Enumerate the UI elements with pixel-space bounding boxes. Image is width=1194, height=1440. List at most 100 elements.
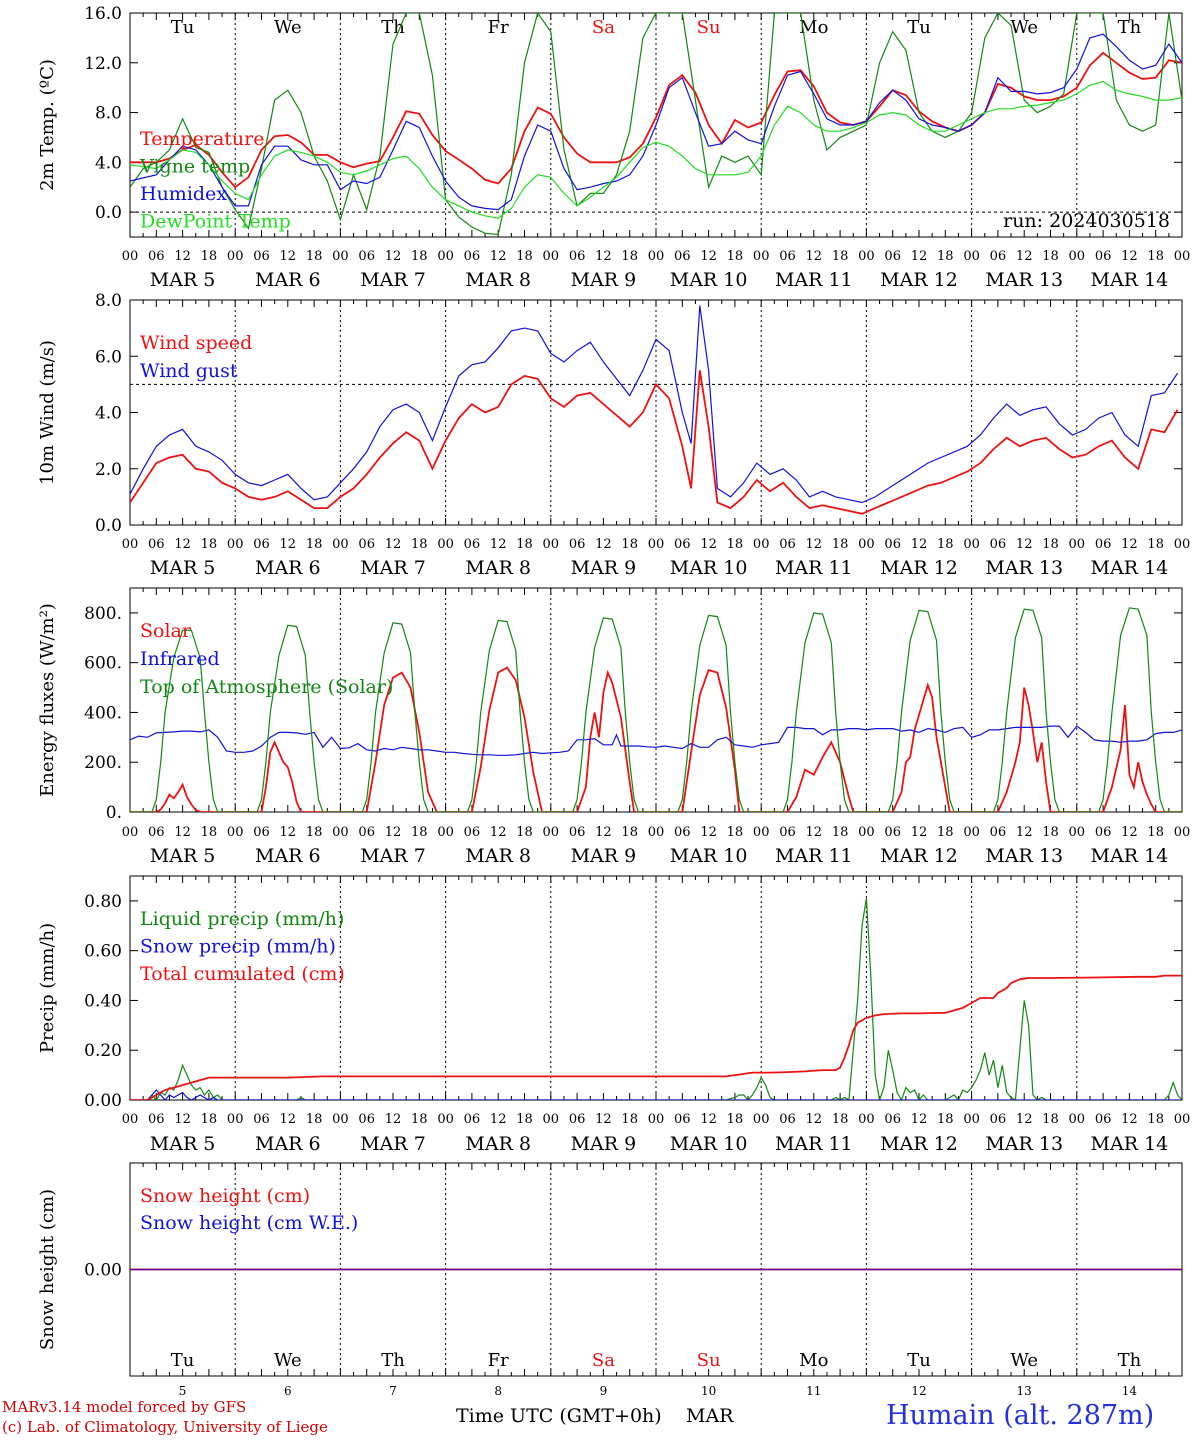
x-hour-label: 00 xyxy=(1069,825,1086,840)
x-hour-label: 00 xyxy=(753,825,770,840)
y-tick-label: 400. xyxy=(84,703,122,723)
x-hour-label: 00 xyxy=(753,1112,770,1127)
x-hour-label: 18 xyxy=(306,537,323,552)
x-hour-label: 06 xyxy=(990,825,1007,840)
x-hour-label: 12 xyxy=(490,1112,507,1127)
x-date-label: MAR 10 xyxy=(670,1133,748,1155)
series-line-solar xyxy=(130,666,1182,812)
x-hour-label: 12 xyxy=(911,825,928,840)
x-hour-label: 00 xyxy=(963,537,980,552)
x-date-label: MAR 7 xyxy=(360,557,426,579)
day-of-week-label: Su xyxy=(697,1350,721,1371)
x-date-label: MAR 14 xyxy=(1091,269,1169,291)
x-hour-label: 00 xyxy=(963,1112,980,1127)
series-line-wind-gust xyxy=(130,305,1179,504)
x-hour-label: 18 xyxy=(201,825,218,840)
x-hour-label: 12 xyxy=(1016,825,1033,840)
x-hour-label: 00 xyxy=(332,1112,349,1127)
x-hour-label: 18 xyxy=(727,1112,744,1127)
x-date-label: MAR 13 xyxy=(985,1133,1063,1155)
x-date-label: MAR 11 xyxy=(775,557,853,579)
x-hour-label: 18 xyxy=(937,825,954,840)
x-hour-label: 12 xyxy=(911,249,928,264)
x-hour-label: 12 xyxy=(490,249,507,264)
y-tick-label: 4.0 xyxy=(95,153,122,173)
x-date-label: MAR 8 xyxy=(465,557,531,579)
x-hour-label: 06 xyxy=(884,537,901,552)
day-number-label: 10 xyxy=(701,1384,716,1398)
day-of-week-label: Su xyxy=(697,17,721,38)
x-hour-label: 00 xyxy=(122,249,139,264)
y-tick-label: 6.0 xyxy=(95,347,122,367)
x-date-label: MAR 5 xyxy=(150,269,216,291)
x-date-label: MAR 7 xyxy=(360,845,426,867)
x-hour-label: 06 xyxy=(1095,1112,1112,1127)
x-hour-label: 00 xyxy=(543,825,560,840)
x-hour-label: 12 xyxy=(490,825,507,840)
day-number-label: 14 xyxy=(1122,1384,1138,1398)
series-line-dewpoint-temp xyxy=(130,80,1182,219)
x-hour-label: 06 xyxy=(148,1112,165,1127)
x-date-label: MAR 5 xyxy=(150,845,216,867)
x-hour-label: 18 xyxy=(832,825,849,840)
x-date-label: MAR 9 xyxy=(571,557,637,579)
x-hour-label: 18 xyxy=(727,825,744,840)
y-tick-label: 0.20 xyxy=(84,1041,122,1061)
x-hour-label: 06 xyxy=(253,249,270,264)
x-hour-label: 06 xyxy=(464,1112,481,1127)
series-line-liquid-precip-mm-h- xyxy=(130,898,1182,1100)
x-hour-label: 06 xyxy=(990,1112,1007,1127)
x-hour-label: 12 xyxy=(280,825,297,840)
x-date-label: MAR 12 xyxy=(880,1133,958,1155)
legend-entry: Wind speed xyxy=(140,332,252,354)
x-hour-label: 18 xyxy=(1147,1112,1164,1127)
x-hour-label: 12 xyxy=(595,825,612,840)
series-line-vigne-temp xyxy=(130,13,1182,236)
x-date-label: MAR 9 xyxy=(571,1133,637,1155)
x-hour-label: 12 xyxy=(700,1112,717,1127)
x-hour-label: 06 xyxy=(253,825,270,840)
x-hour-label: 12 xyxy=(595,537,612,552)
x-hour-label: 12 xyxy=(1016,249,1033,264)
x-date-label: MAR 10 xyxy=(670,269,748,291)
x-hour-label: 12 xyxy=(595,249,612,264)
x-date-label: MAR 13 xyxy=(985,845,1063,867)
day-of-week-label: Fr xyxy=(488,17,509,38)
x-hour-label: 18 xyxy=(1042,537,1059,552)
x-date-label: MAR 11 xyxy=(775,1133,853,1155)
x-date-label: MAR 7 xyxy=(360,269,426,291)
x-hour-label: 06 xyxy=(569,249,586,264)
x-hour-label: 12 xyxy=(385,537,402,552)
x-hour-label: 00 xyxy=(753,249,770,264)
series-line-humidex xyxy=(130,33,1182,211)
x-hour-label: 00 xyxy=(1174,249,1191,264)
x-hour-label: 00 xyxy=(1174,825,1191,840)
x-date-label: MAR 13 xyxy=(985,269,1063,291)
x-hour-label: 12 xyxy=(385,825,402,840)
x-date-label: MAR 12 xyxy=(880,269,958,291)
x-hour-label: 00 xyxy=(963,825,980,840)
x-hour-label: 12 xyxy=(595,1112,612,1127)
day-of-week-label: We xyxy=(1010,17,1038,38)
day-of-week-label: Tu xyxy=(171,17,195,38)
x-hour-label: 18 xyxy=(201,249,218,264)
x-date-label: MAR 14 xyxy=(1091,845,1169,867)
x-hour-label: 18 xyxy=(621,1112,638,1127)
x-hour-label: 18 xyxy=(1042,1112,1059,1127)
y-tick-label: 8.0 xyxy=(95,104,122,124)
x-hour-label: 12 xyxy=(1016,1112,1033,1127)
x-hour-label: 00 xyxy=(858,249,875,264)
x-hour-label: 06 xyxy=(884,1112,901,1127)
x-date-label: MAR 10 xyxy=(670,557,748,579)
x-hour-label: 00 xyxy=(332,537,349,552)
x-hour-label: 00 xyxy=(1069,1112,1086,1127)
legend-entry: Liquid precip (mm/h) xyxy=(140,908,344,930)
legend-entry: Snow height (cm W.E.) xyxy=(140,1212,358,1234)
x-hour-label: 12 xyxy=(280,249,297,264)
station-name: Humain (alt. 287m) xyxy=(886,1400,1155,1431)
legend-entry: Solar xyxy=(140,620,192,642)
x-hour-label: 00 xyxy=(543,537,560,552)
x-hour-label: 00 xyxy=(437,537,454,552)
day-of-week-label: We xyxy=(274,17,302,38)
x-hour-label: 12 xyxy=(806,825,823,840)
